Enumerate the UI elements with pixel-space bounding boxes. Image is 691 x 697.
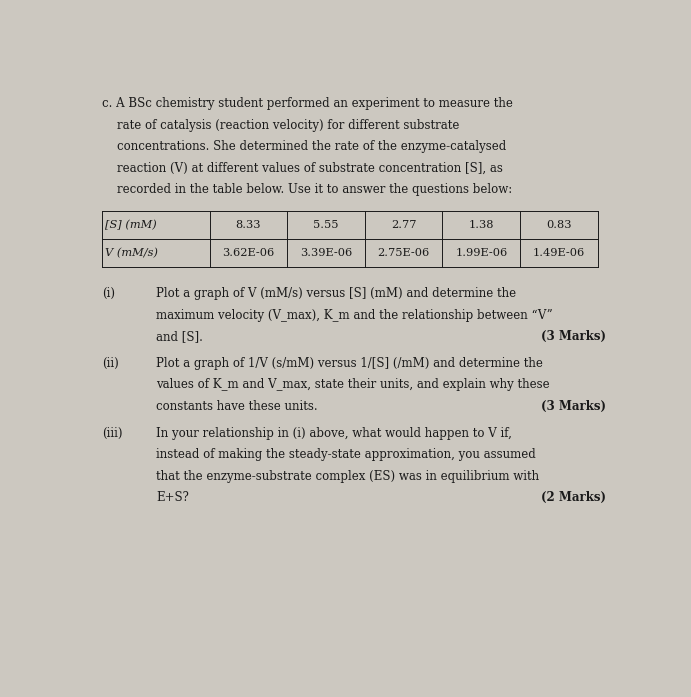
Text: 1.49E-06: 1.49E-06 (533, 247, 585, 258)
Text: rate of catalysis (reaction velocity) for different substrate: rate of catalysis (reaction velocity) fo… (102, 118, 460, 132)
Text: E+S?: E+S? (156, 491, 189, 504)
Text: recorded in the table below. Use it to answer the questions below:: recorded in the table below. Use it to a… (102, 183, 513, 196)
Text: and [S].: and [S]. (156, 330, 203, 343)
Text: 1.99E-06: 1.99E-06 (455, 247, 507, 258)
Text: (3 Marks): (3 Marks) (541, 400, 606, 413)
Text: maximum velocity (V_max), K_m and the relationship between “V”: maximum velocity (V_max), K_m and the re… (156, 309, 553, 321)
Text: 8.33: 8.33 (236, 220, 261, 230)
Text: Plot a graph of V (mM/s) versus [S] (mM) and determine the: Plot a graph of V (mM/s) versus [S] (mM)… (156, 287, 516, 300)
Text: 2.75E-06: 2.75E-06 (377, 247, 430, 258)
Text: that the enzyme-substrate complex (ES) was in equilibrium with: that the enzyme-substrate complex (ES) w… (156, 470, 539, 482)
Text: 2.77: 2.77 (391, 220, 417, 230)
Text: 1.38: 1.38 (468, 220, 494, 230)
Text: (i): (i) (102, 287, 115, 300)
Text: (3 Marks): (3 Marks) (541, 330, 606, 343)
Text: reaction (V) at different values of substrate concentration [S], as: reaction (V) at different values of subs… (102, 162, 503, 174)
Text: (iii): (iii) (102, 427, 123, 440)
Text: Plot a graph of 1/V (s/mM) versus 1/[S] (/mM) and determine the: Plot a graph of 1/V (s/mM) versus 1/[S] … (156, 357, 543, 370)
Text: 3.62E-06: 3.62E-06 (223, 247, 274, 258)
Text: constants have these units.: constants have these units. (156, 400, 318, 413)
Text: instead of making the steady-state approximation, you assumed: instead of making the steady-state appro… (156, 448, 536, 461)
Text: 3.39E-06: 3.39E-06 (300, 247, 352, 258)
Text: values of K_m and V_max, state their units, and explain why these: values of K_m and V_max, state their uni… (156, 378, 549, 391)
Text: V (mM/s): V (mM/s) (105, 247, 158, 258)
Text: 5.55: 5.55 (313, 220, 339, 230)
Text: (2 Marks): (2 Marks) (541, 491, 606, 504)
Text: c. A BSc chemistry student performed an experiment to measure the: c. A BSc chemistry student performed an … (102, 97, 513, 110)
Text: In your relationship in (i) above, what would happen to V if,: In your relationship in (i) above, what … (156, 427, 512, 440)
Text: [S] (mM): [S] (mM) (105, 220, 157, 230)
Text: (ii): (ii) (102, 357, 119, 370)
Text: concentrations. She determined the rate of the enzyme-catalysed: concentrations. She determined the rate … (102, 140, 507, 153)
Text: 0.83: 0.83 (546, 220, 571, 230)
